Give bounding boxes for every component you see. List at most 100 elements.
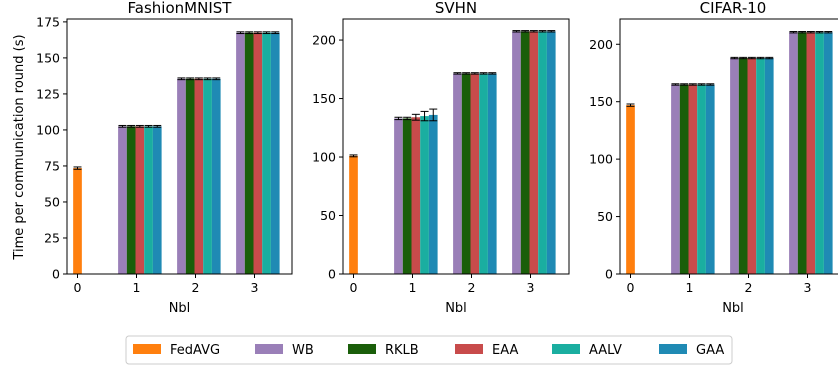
chart-title: SVHN [435,0,477,17]
y-tick-label: 50 [44,194,60,209]
y-tick-label: 100 [589,152,613,167]
legend-swatch-eaa [455,344,483,354]
bar-fedavg-0 [626,105,635,274]
x-tick-label: 3 [527,280,535,295]
y-tick-label: 175 [36,14,60,29]
bar-eaa-1 [688,84,698,274]
x-tick-label: 3 [804,280,812,295]
bar-aalv-1 [144,126,153,274]
chart-title: FashionMNIST [128,0,233,17]
bar-wb-1 [671,84,680,274]
legend-label: WB [292,343,314,358]
x-axis-label: Nbl [169,301,191,316]
bar-aalv-2 [203,78,212,274]
legend-swatch-fedavg [133,344,161,354]
plot-frame [66,18,293,275]
bar-rklb-3 [797,32,807,275]
x-tick-label: 1 [686,280,694,295]
bar-aalv-2 [479,73,488,274]
bar-wb-3 [512,31,521,275]
bar-wb-1 [394,118,403,274]
bar-aalv-3 [538,31,547,275]
y-axis-label: Time per communication round (s) [12,34,27,260]
bar-rklb-1 [402,118,412,274]
bar-wb-2 [177,78,186,274]
bar-rklb-2 [461,73,471,274]
bar-wb-1 [118,126,127,274]
x-tick-label: 2 [192,280,200,295]
bar-gaa-2 [211,78,221,274]
y-tick-label: 50 [597,209,613,224]
bar-aalv-3 [815,32,824,275]
y-tick-label: 100 [312,150,336,165]
bar-gaa-2 [764,58,774,275]
y-tick-label: 125 [36,86,60,101]
chart-title: CIFAR-10 [700,0,767,17]
bar-eaa-3 [806,32,816,275]
bar-eaa-3 [253,32,263,275]
bar-wb-3 [236,32,245,275]
legend-label: FedAVG [170,343,220,358]
y-tick-label: 200 [312,33,336,48]
bar-gaa-2 [487,73,497,274]
x-tick-label: 0 [74,280,82,295]
legend: FedAVG WB RKLB EAA AALV GAA [125,335,733,365]
bar-wb-2 [453,73,462,274]
y-tick-label: 150 [589,94,613,109]
legend-label: EAA [492,343,518,358]
y-tick-label: 50 [320,208,336,223]
bar-wb-3 [789,32,798,275]
bar-eaa-2 [470,73,480,274]
x-tick-label: 0 [627,280,635,295]
legend-swatch-rklb [348,344,376,354]
subplot-2: SVHN 0 50 100 150 200 0 1 2 3 Nbl [312,0,570,316]
legend-swatch-aalv [552,344,580,354]
bar-rklb-1 [679,84,689,274]
subplot-3: CIFAR-10 0 50 100 150 200 0 1 2 3 Nbl [589,0,838,316]
y-tick-label: 0 [328,267,336,282]
bar-gaa-3 [546,31,556,275]
y-tick-label: 0 [52,267,60,282]
bar-eaa-2 [747,58,757,275]
x-tick-label: 1 [409,280,417,295]
bar-aalv-1 [697,84,706,274]
subplot-1: FashionMNIST 0 25 50 75 100 125 150 175 0 1 2 3 Nbl [36,0,293,316]
x-axis-label: Nbl [722,301,744,316]
x-tick-label: 2 [468,280,476,295]
bar-gaa-3 [823,32,833,275]
bar-fedavg-0 [73,168,82,274]
bar-eaa-1 [135,126,145,274]
y-tick-label: 0 [605,267,613,282]
x-tick-label: 2 [745,280,753,295]
y-tick-label: 25 [44,230,60,245]
legend-label: GAA [696,343,724,358]
x-axis-label: Nbl [445,301,467,316]
bar-rklb-2 [738,58,748,275]
bar-gaa-3 [270,32,280,275]
y-tick-label: 75 [44,158,60,173]
bar-eaa-1 [411,117,421,274]
y-tick-label: 200 [589,37,613,52]
x-tick-label: 0 [350,280,358,295]
legend-label: RKLB [385,343,419,358]
bar-rklb-3 [520,31,530,275]
y-tick-label: 150 [36,50,60,65]
bar-wb-2 [730,58,739,275]
bar-aalv-2 [756,58,765,275]
bar-eaa-2 [194,78,204,274]
bar-rklb-3 [244,32,254,275]
legend-box [125,335,733,365]
x-tick-label: 1 [133,280,141,295]
bar-eaa-3 [529,31,539,275]
y-tick-label: 100 [36,122,60,137]
bar-rklb-2 [185,78,195,274]
bar-gaa-1 [705,84,715,274]
x-tick-label: 3 [251,280,259,295]
legend-swatch-wb [255,344,283,354]
bar-rklb-1 [126,126,136,274]
bar-gaa-1 [152,126,162,274]
bar-aalv-1 [420,116,429,274]
y-tick-label: 150 [312,91,336,106]
